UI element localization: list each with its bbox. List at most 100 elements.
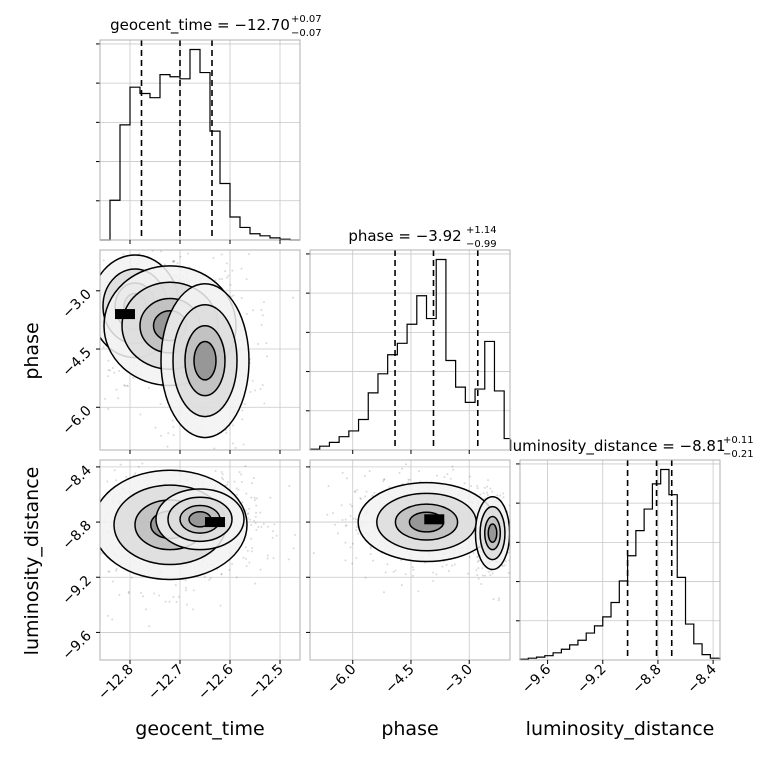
scatter-point	[116, 446, 118, 448]
scatter-point	[259, 511, 262, 514]
scatter-point	[172, 425, 175, 428]
scatter-point	[245, 492, 248, 495]
hist-0-grid	[129, 40, 281, 240]
scatter-point	[497, 599, 500, 602]
scatter-point	[248, 561, 251, 564]
scatter-point	[135, 245, 137, 247]
scatter-point	[155, 235, 157, 237]
scatter-point	[107, 408, 110, 411]
scatter-point	[59, 298, 61, 300]
y-tick-label: −8.8	[59, 518, 94, 553]
x-tick-label: −3.0	[441, 662, 476, 697]
scatter-point	[220, 476, 223, 479]
scatter-point	[518, 545, 520, 547]
scatter-point	[248, 518, 251, 521]
scatter-point	[255, 528, 258, 531]
scatter-point	[341, 518, 344, 521]
scatter-point	[383, 478, 386, 481]
scatter-point	[203, 575, 206, 578]
scatter-point	[214, 279, 217, 282]
scatter-point	[79, 322, 81, 324]
scatter-point	[163, 263, 166, 266]
scatter-point	[468, 556, 471, 559]
scatter-point	[48, 562, 50, 564]
scatter-point	[219, 604, 222, 607]
scatter-point	[171, 260, 174, 263]
histogram-step-phase	[309, 258, 511, 450]
y-tick-label: −6.0	[59, 403, 94, 438]
title-phase: phase = −3.92	[348, 227, 461, 245]
scatter-point	[352, 517, 355, 520]
hist-1-frame	[309, 249, 511, 451]
pair-body	[48, 446, 297, 628]
scatter-point	[344, 525, 347, 528]
title-phase-sup: +1.14	[466, 225, 497, 236]
contour-line	[160, 283, 250, 439]
scatter-point	[407, 481, 410, 484]
scatter-point	[363, 474, 366, 477]
density-peak-bin	[424, 514, 445, 525]
scatter-point	[175, 600, 178, 603]
scatter-point	[349, 503, 352, 506]
scatter-point	[272, 557, 275, 560]
scatter-point	[213, 447, 216, 450]
scatter-point	[221, 278, 224, 281]
scatter-point	[125, 384, 128, 387]
scatter-point	[106, 457, 108, 459]
histogram-step-luminosity_distance	[519, 468, 721, 660]
scatter-point	[522, 561, 524, 563]
scatter-point	[265, 342, 268, 345]
scatter-point	[171, 419, 174, 422]
scatter-point	[234, 446, 237, 449]
title-geocent-time-sub: −0.07	[291, 28, 322, 39]
scatter-point	[356, 488, 359, 491]
scatter-point	[115, 479, 118, 482]
scatter-point	[212, 256, 215, 259]
x-axis-label-luminosity-distance: luminosity_distance	[526, 718, 715, 740]
scatter-point	[252, 476, 255, 479]
scatter-point	[273, 523, 276, 526]
y-tick-label: −4.5	[59, 345, 94, 380]
scatter-point	[100, 552, 103, 555]
scatter-point	[123, 384, 126, 387]
scatter-point	[266, 557, 269, 560]
scatter-point	[98, 510, 100, 512]
scatter-point	[364, 576, 367, 579]
scatter-point	[83, 507, 85, 509]
scatter-point	[369, 553, 372, 556]
scatter-point	[491, 572, 494, 575]
scatter-point	[244, 465, 247, 468]
scatter-point	[326, 513, 329, 516]
scatter-point	[522, 497, 524, 499]
contour-line	[484, 515, 502, 551]
scatter-point	[288, 484, 291, 487]
scatter-point	[245, 564, 248, 567]
scatter-point	[252, 309, 255, 312]
title-geocent-time-sup: +0.07	[291, 14, 322, 25]
scatter-point	[514, 532, 516, 534]
scatter-point	[526, 535, 528, 537]
scatter-point	[111, 580, 114, 583]
scatter-point	[130, 576, 133, 579]
scatter-point	[513, 534, 515, 536]
scatter-point	[72, 580, 74, 582]
scatter-point	[492, 598, 495, 601]
scatter-point	[166, 445, 169, 448]
scatter-point	[141, 462, 144, 465]
title-luminosity-distance-sub: −0.21	[723, 449, 754, 460]
scatter-point	[502, 492, 505, 495]
contour-line	[167, 496, 233, 543]
scatter-point	[255, 504, 258, 507]
scatter-point	[486, 493, 489, 496]
scatter-point	[513, 523, 515, 525]
scatter-point	[451, 465, 454, 468]
scatter-point	[88, 486, 90, 488]
scatter-point	[82, 332, 84, 334]
scatter-point	[371, 494, 374, 497]
scatter-point	[242, 556, 245, 559]
scatter-point	[354, 491, 357, 494]
scatter-point	[89, 486, 91, 488]
scatter-point	[168, 600, 171, 603]
x-tick-label: −12.6	[195, 661, 237, 703]
scatter-point	[345, 477, 348, 480]
